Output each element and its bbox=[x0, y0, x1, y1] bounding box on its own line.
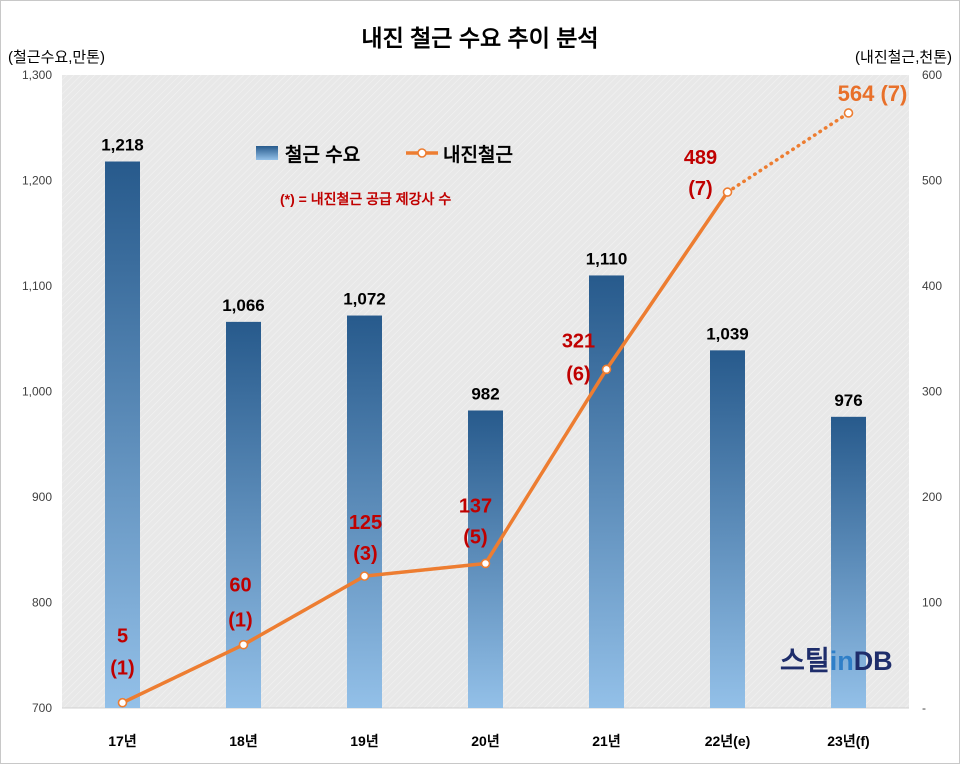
line-path bbox=[120, 190, 730, 705]
line-value-label: 564 (7) bbox=[838, 81, 908, 106]
bar-value-label: 982 bbox=[471, 384, 499, 403]
line-value-label: (1) bbox=[228, 610, 252, 632]
y-tick-label: 1,300 bbox=[22, 68, 52, 82]
y-tick-label: 1,200 bbox=[22, 174, 52, 188]
bar-value-label: 1,039 bbox=[706, 324, 749, 343]
bar bbox=[347, 315, 382, 708]
line-point bbox=[722, 187, 733, 197]
x-tick-label: 20년 bbox=[471, 733, 499, 749]
logo-part-steel: 스틸 bbox=[780, 646, 830, 676]
x-tick-label: 18년 bbox=[229, 733, 257, 749]
line-value-label: 321 bbox=[562, 330, 595, 352]
line-value-label: (1) bbox=[110, 658, 134, 680]
bar bbox=[105, 161, 140, 708]
y2-axis: - 100 200 300 400 500 600 bbox=[922, 68, 942, 715]
y2-tick-label: 200 bbox=[922, 490, 942, 504]
line-point bbox=[117, 697, 128, 708]
bar-value-label: 1,218 bbox=[101, 136, 144, 155]
y2-tick-label: 300 bbox=[922, 385, 942, 399]
legend-line-marker bbox=[417, 148, 427, 158]
bar-series: 1,218 1,066 1,072 982 1,110 1,039 976 bbox=[101, 136, 866, 708]
x-tick-label: 22년(e) bbox=[705, 733, 751, 749]
bar-value-label: 1,072 bbox=[343, 290, 386, 309]
line-point bbox=[238, 639, 249, 650]
line-value-label: 137 bbox=[459, 495, 492, 517]
line-point bbox=[843, 108, 854, 118]
y-axis: 700 800 900 1,000 1,100 1,200 1,300 bbox=[22, 68, 52, 715]
bar-value-label: 1,066 bbox=[222, 296, 265, 315]
y2-tick-label: 100 bbox=[922, 596, 942, 610]
y-tick-label: 800 bbox=[32, 596, 52, 610]
line-value-label: (5) bbox=[463, 526, 487, 548]
line-value-label: 5 bbox=[117, 626, 128, 648]
y2-tick-label: 600 bbox=[922, 68, 942, 82]
line-point bbox=[480, 558, 491, 569]
y-tick-label: 1,000 bbox=[22, 385, 52, 399]
y2-tick-label: 400 bbox=[922, 279, 942, 293]
line-path-projected bbox=[725, 111, 851, 194]
line-value-label: (3) bbox=[353, 543, 377, 565]
x-tick-label: 21년 bbox=[592, 733, 620, 749]
legend-line-label: 내진철근 bbox=[443, 144, 513, 166]
line-point bbox=[359, 571, 370, 581]
y-tick-label: 700 bbox=[32, 701, 52, 715]
chart-title: 내진 철근 수요 추이 분석 bbox=[361, 25, 598, 51]
bar-value-label: 1,110 bbox=[586, 249, 628, 268]
y-tick-label: 900 bbox=[32, 490, 52, 504]
x-tick-label: 23년(f) bbox=[827, 733, 869, 749]
bar bbox=[831, 416, 866, 708]
line-value-label: (7) bbox=[688, 178, 712, 200]
line-value-label: (6) bbox=[566, 363, 590, 385]
line-value-label: 489 bbox=[684, 147, 717, 169]
bar-value-label: 976 bbox=[834, 391, 862, 410]
bar bbox=[710, 350, 745, 708]
line-value-label: 60 bbox=[229, 575, 251, 597]
x-axis: 17년 18년 19년 20년 21년 22년(e) 23년(f) bbox=[108, 733, 869, 749]
legend-bar-label: 철근 수요 bbox=[285, 144, 360, 166]
y-tick-label: 1,100 bbox=[22, 279, 52, 293]
legend-bar-swatch bbox=[256, 146, 278, 160]
y2-axis-title: (내진철근,천톤) bbox=[855, 49, 952, 66]
logo: 스틸inDB bbox=[780, 646, 893, 676]
y2-tick-label: 500 bbox=[922, 174, 942, 188]
logo-part-in: in bbox=[830, 646, 854, 676]
y2-tick-label: - bbox=[922, 701, 926, 715]
logo-part-db: DB bbox=[854, 646, 893, 676]
annotation: (*) = 내진철근 공급 제강사 수 bbox=[280, 191, 451, 207]
y-axis-title: (철근수요,만톤) bbox=[8, 49, 105, 66]
line-value-label: 125 bbox=[349, 512, 382, 534]
bar bbox=[589, 275, 624, 708]
line-series: 5 (1) 60 (1) 125 (3) 137 (5) 321 (6) 489 (7) 564 (7) bbox=[110, 81, 908, 708]
line-point bbox=[601, 364, 612, 375]
x-tick-label: 17년 bbox=[108, 733, 136, 749]
legend: 철근 수요 내진철근 bbox=[256, 144, 513, 166]
x-tick-label: 19년 bbox=[350, 733, 378, 749]
